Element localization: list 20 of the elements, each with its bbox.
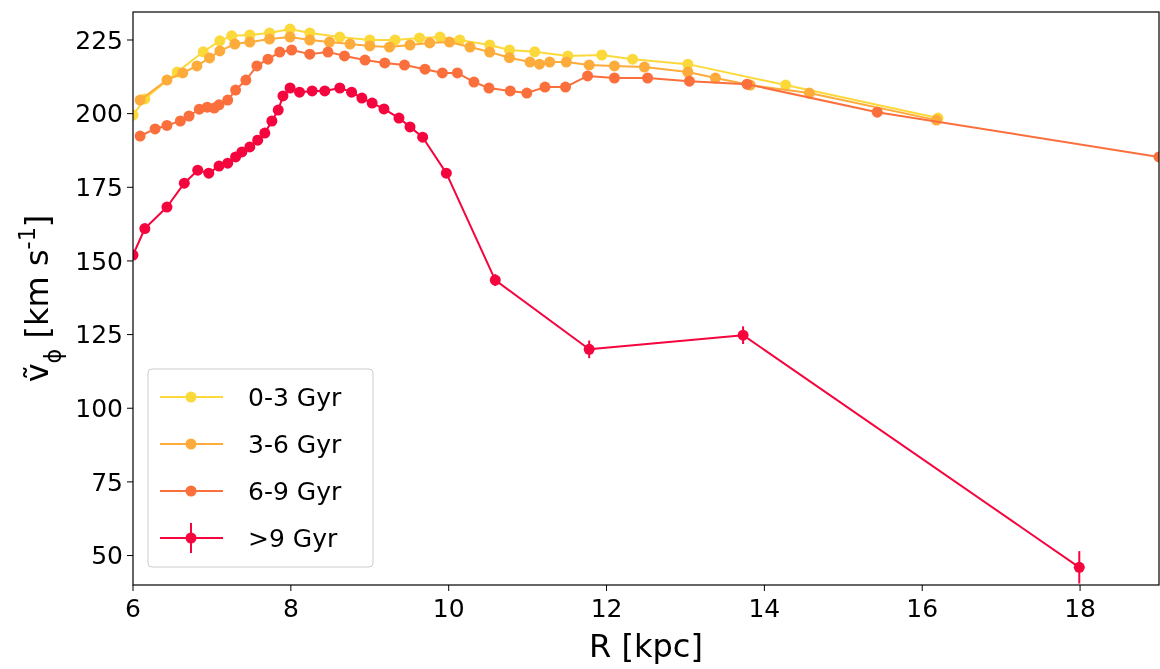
y-tick-label: 225 [75, 25, 123, 55]
x-tick-label: 10 [432, 594, 465, 623]
legend-label: 3-6 Gyr [248, 429, 342, 459]
legend-label: 0-3 Gyr [248, 382, 342, 412]
x-tick-label: 6 [125, 594, 141, 623]
y-tick-label: 75 [91, 467, 123, 497]
x-tick-label: 8 [282, 594, 299, 623]
legend-label: 6-9 Gyr [248, 476, 342, 506]
y-tick-label: 125 [75, 320, 123, 350]
x-tick-label: 12 [590, 594, 623, 623]
y-tick-label: 50 [91, 541, 123, 571]
x-tick-label: 14 [748, 594, 781, 623]
y-tick-label: 150 [75, 246, 123, 276]
y-tick-label: 200 [75, 99, 123, 129]
y-tick-label: 175 [75, 173, 123, 203]
x-tick-label: 16 [906, 594, 939, 623]
x-axis-title: R [kpc] [589, 627, 703, 665]
x-tick-label: 18 [1064, 594, 1096, 623]
y-tick-label: 100 [75, 393, 123, 423]
legend-label: >9 Gyr [248, 523, 338, 553]
